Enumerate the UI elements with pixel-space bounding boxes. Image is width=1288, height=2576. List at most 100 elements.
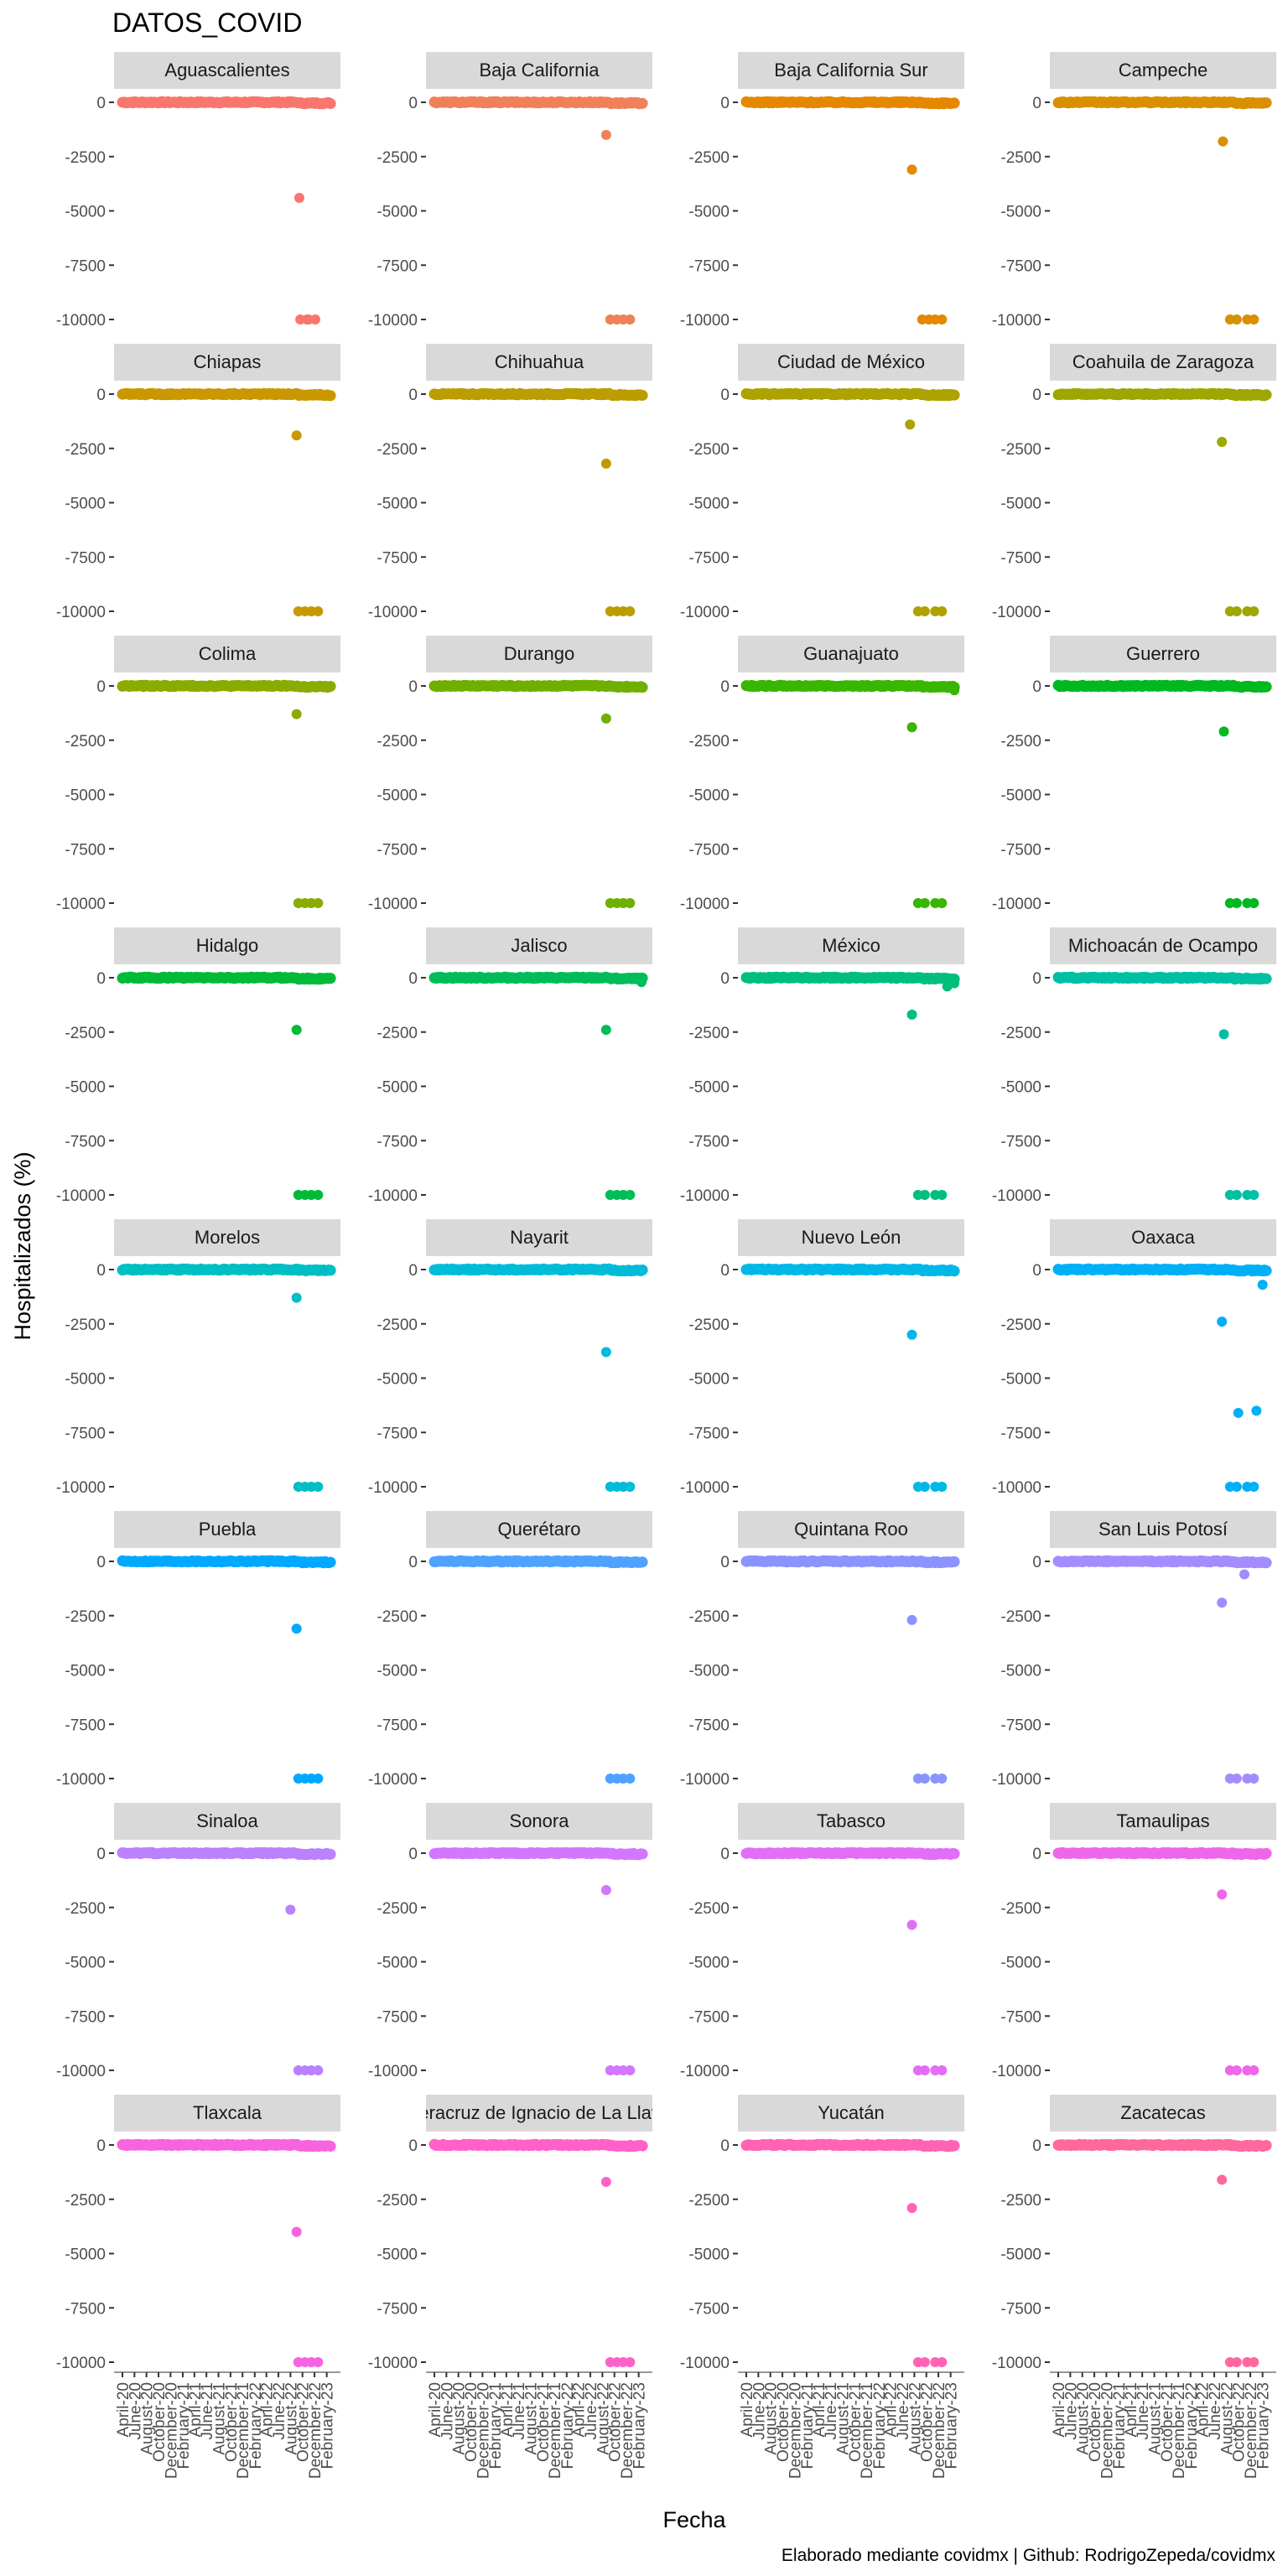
facet-strip [114, 927, 340, 964]
facet-strip-label: San Luis Potosí [1098, 1519, 1228, 1540]
y-tick-label: -10000 [680, 1479, 730, 1497]
chart-title: DATOS_COVID [112, 8, 302, 38]
y-tick-label: 0 [96, 678, 106, 696]
data-point-outlier [625, 1774, 636, 1784]
data-point-outlier [937, 2357, 948, 2367]
data-point-outlier [937, 1482, 948, 1492]
y-tick-label: -2500 [1000, 1900, 1041, 1918]
y-tick-label: -5000 [65, 204, 106, 221]
data-point-outlier [625, 1482, 636, 1492]
data-point-outlier [310, 314, 321, 325]
y-tick-label: -10000 [680, 2355, 730, 2372]
facet-panel: Colima 0 -2500 -5000 -7500 -10000 [56, 636, 340, 913]
y-tick-label: 0 [96, 2137, 106, 2155]
data-point-outlier [937, 1774, 948, 1784]
data-point-outlier [1217, 1317, 1228, 1327]
data-point-outlier [1257, 1280, 1268, 1291]
data-point-outlier [600, 713, 611, 724]
y-tick-label: -5000 [688, 204, 730, 221]
y-tick-label: -5000 [688, 2246, 730, 2264]
data-point-outlier [1249, 898, 1259, 908]
x-axis-title: Fecha [662, 2507, 726, 2532]
data-point-outlier [906, 1010, 917, 1021]
chart-caption: Elaborado mediante covidmx | Github: Rod… [782, 2546, 1276, 2565]
facet-strip-label: Michoacán de Ocampo [1068, 935, 1258, 956]
y-tick-label: -5000 [377, 1079, 418, 1097]
data-point-outlier [906, 2203, 917, 2214]
y-tick-label: -7500 [1000, 2008, 1041, 2026]
data-point-outlier [1231, 898, 1242, 908]
data-point-outlier [313, 1482, 324, 1492]
data-point-outlier [600, 129, 611, 140]
y-tick-label: -7500 [1000, 549, 1041, 567]
y-tick-label: -10000 [992, 2355, 1041, 2372]
facet-strip [426, 344, 652, 381]
data-point-outlier [1231, 2065, 1242, 2075]
y-tick-label: -10000 [992, 2063, 1041, 2080]
facet-panel: Zacatecas0-2500-5000-7500-10000April-20J… [992, 2095, 1276, 2479]
data-point-outlier [1249, 1190, 1259, 1200]
y-tick-label: 0 [1032, 1846, 1041, 1863]
facet-strip [426, 927, 652, 964]
y-tick-label: -7500 [688, 257, 730, 275]
y-tick-label: -5000 [1000, 1955, 1041, 1972]
facet-panel: Aguascalientes 0 -2500 -5000 -7500 -10000 [56, 52, 340, 330]
data-point-outlier [919, 2357, 930, 2367]
data-point [948, 2140, 960, 2152]
facet-strip [114, 52, 340, 89]
y-tick-label: -5000 [688, 1371, 730, 1389]
y-tick-label: -5000 [1000, 1663, 1041, 1680]
facet-strip [1050, 344, 1276, 381]
data-point [1260, 97, 1272, 109]
data-point-outlier [1218, 136, 1228, 147]
data-point [325, 1848, 336, 1860]
y-tick-label: -2500 [688, 1025, 730, 1042]
y-tick-label: -7500 [65, 257, 106, 275]
y-tick-label: -7500 [377, 257, 418, 275]
data-point [325, 2140, 336, 2152]
facet-panel: Oaxaca 0 -2500 -5000 -7500 -10000 [992, 1219, 1276, 1497]
data-point [1260, 389, 1272, 401]
y-tick-label: -10000 [680, 604, 730, 621]
y-axis-title: Hospitalizados (%) [10, 1151, 35, 1340]
data-point [1260, 1847, 1272, 1859]
data-point-outlier [625, 606, 636, 616]
y-tick-label: -10000 [56, 1187, 106, 1205]
data-point [1260, 1557, 1272, 1569]
y-tick-label: 0 [408, 1846, 418, 1863]
facet-strip-label: Coahuila de Zaragoza [1072, 351, 1254, 372]
y-tick-label: -2500 [688, 733, 730, 750]
y-tick-label: -2500 [1000, 733, 1041, 750]
facet-strip-label: México [822, 935, 880, 956]
data-point [1260, 681, 1272, 693]
y-tick-label: -2500 [377, 149, 418, 167]
y-tick-label: -2500 [65, 1608, 106, 1626]
y-tick-label: -10000 [992, 896, 1041, 913]
y-tick-label: -7500 [1000, 1425, 1041, 1442]
y-tick-label: -10000 [368, 1187, 418, 1205]
facet-panel: Querétaro 0 -2500 -5000 -7500 -10000 [368, 1511, 652, 1789]
data-point-outlier [937, 898, 948, 908]
facet-strip-label: Veracruz de Ignacio de La Llave [408, 2102, 671, 2123]
facet-strip-label: Chiapas [194, 351, 262, 372]
data-point-outlier [949, 685, 960, 696]
y-tick-label: -5000 [65, 1371, 106, 1389]
y-tick-label: 0 [96, 970, 106, 988]
data-point-outlier [1233, 1407, 1244, 1418]
facet-panel: Nuevo León 0 -2500 -5000 -7500 -10000 [680, 1219, 964, 1497]
y-tick-label: 0 [720, 387, 730, 404]
data-point [325, 390, 336, 402]
y-tick-label: -10000 [368, 312, 418, 330]
facet-strip-label: Jalisco [511, 935, 567, 956]
y-tick-label: -7500 [65, 841, 106, 859]
facet-strip [738, 52, 964, 89]
y-tick-label: -5000 [377, 787, 418, 805]
y-tick-label: -2500 [65, 1025, 106, 1042]
facet-strip-label: Tlaxcala [193, 2102, 262, 2123]
y-tick-label: -5000 [688, 496, 730, 513]
data-point-outlier [1251, 1405, 1262, 1416]
y-tick-label: -5000 [1000, 2246, 1041, 2264]
y-tick-label: 0 [96, 1846, 106, 1863]
y-tick-label: -10000 [56, 2063, 106, 2080]
facet-panel: Puebla 0 -2500 -5000 -7500 -10000 [56, 1511, 340, 1789]
